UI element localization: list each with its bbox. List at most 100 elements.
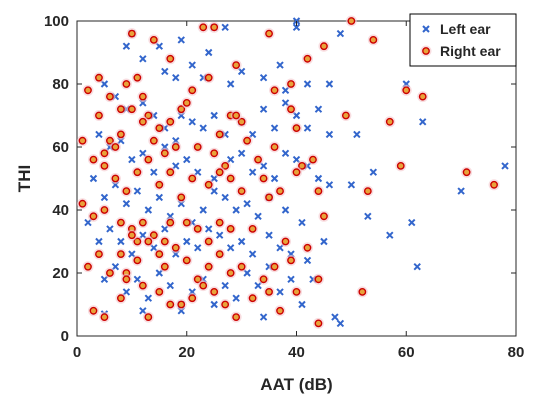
data-point-right-ear xyxy=(93,248,105,260)
x-tick-label: 60 xyxy=(398,344,415,361)
data-point-right-ear xyxy=(214,248,226,260)
data-point-left-ear xyxy=(336,29,345,38)
data-point-right-ear xyxy=(312,273,324,285)
data-point-left-ear xyxy=(139,307,147,315)
data-point-right-ear xyxy=(104,91,116,103)
data-point-right-ear xyxy=(131,254,143,266)
data-point-left-ear xyxy=(276,244,284,252)
data-point-left-ear xyxy=(139,149,147,158)
data-point-left-ear xyxy=(150,168,158,176)
data-point-right-ear xyxy=(93,110,105,121)
data-point-right-ear xyxy=(312,185,324,197)
data-point-right-ear xyxy=(120,185,132,197)
data-point-left-ear xyxy=(419,118,427,126)
legend-label-right-ear: Right ear xyxy=(440,43,501,59)
data-point-right-ear xyxy=(203,236,215,247)
data-point-right-ear xyxy=(164,116,176,128)
data-point-right-ear xyxy=(258,173,270,184)
data-point-right-ear xyxy=(115,128,127,140)
data-point-left-ear xyxy=(199,206,207,214)
data-point-right-ear xyxy=(291,286,302,298)
data-point-left-ear xyxy=(276,288,284,296)
data-point-left-ear xyxy=(117,237,125,246)
data-point-right-ear xyxy=(384,116,396,128)
data-point-left-ear xyxy=(161,225,169,233)
data-point-left-ear xyxy=(89,174,98,183)
data-point-right-ear xyxy=(170,141,182,153)
data-point-right-ear xyxy=(269,141,281,153)
data-point-left-ear xyxy=(325,181,334,189)
data-point-right-ear xyxy=(225,267,237,279)
data-point-right-ear xyxy=(291,166,302,178)
data-point-left-ear xyxy=(210,300,218,309)
data-point-right-ear xyxy=(461,166,473,178)
data-point-right-ear xyxy=(236,261,248,273)
data-point-right-ear xyxy=(362,185,374,197)
data-point-right-ear xyxy=(115,217,127,229)
data-point-left-ear xyxy=(221,193,229,202)
data-point-left-ear xyxy=(276,61,284,69)
data-point-right-ear xyxy=(82,261,94,273)
data-point-right-ear xyxy=(142,236,154,247)
data-point-left-ear xyxy=(100,80,109,88)
legend-circle-marker xyxy=(420,45,432,57)
data-point-left-ear xyxy=(457,187,465,195)
data-point-left-ear xyxy=(226,155,235,164)
data-point-right-ear xyxy=(263,191,275,203)
data-point-right-ear xyxy=(115,103,127,115)
data-point-right-ear xyxy=(153,179,165,191)
data-point-left-ear xyxy=(210,187,218,195)
data-point-right-ear xyxy=(153,122,165,134)
data-point-left-ear xyxy=(111,262,120,271)
data-point-right-ear xyxy=(488,179,500,191)
data-point-right-ear xyxy=(175,299,187,310)
data-point-right-ear xyxy=(98,204,110,216)
data-point-left-ear xyxy=(303,80,312,88)
data-point-left-ear xyxy=(292,155,301,164)
data-point-left-ear xyxy=(331,313,339,321)
data-point-right-ear xyxy=(247,223,259,235)
data-point-right-ear xyxy=(208,21,220,33)
data-point-left-ear xyxy=(155,42,164,50)
data-point-right-ear xyxy=(148,34,160,46)
y-tick-label: 60 xyxy=(52,139,69,156)
data-point-right-ear xyxy=(208,147,220,159)
data-point-right-ear xyxy=(109,141,121,153)
data-point-left-ear xyxy=(100,275,109,284)
data-point-right-ear xyxy=(236,185,248,197)
data-point-right-ear xyxy=(318,40,330,52)
y-tick-label: 40 xyxy=(52,202,69,219)
data-point-right-ear xyxy=(181,217,193,229)
data-point-right-ear xyxy=(417,91,429,103)
data-point-right-ear xyxy=(159,261,171,273)
data-point-left-ear xyxy=(303,124,312,132)
data-point-right-ear xyxy=(181,97,193,109)
data-point-left-ear xyxy=(270,174,279,183)
data-point-left-ear xyxy=(336,319,345,328)
data-point-left-ear xyxy=(298,218,306,227)
legend-marker-left-ear xyxy=(422,25,430,33)
data-point-right-ear xyxy=(137,217,149,229)
data-point-right-ear xyxy=(367,34,379,46)
data-point-left-ear xyxy=(215,231,224,239)
data-point-right-ear xyxy=(203,261,215,273)
x-tick-label: 20 xyxy=(178,344,195,361)
data-point-left-ear xyxy=(199,124,207,132)
data-point-right-ear xyxy=(98,311,110,323)
data-point-right-ear xyxy=(318,210,330,222)
data-point-right-ear xyxy=(203,72,215,84)
data-point-left-ear xyxy=(270,124,279,132)
data-point-left-ear xyxy=(226,244,235,252)
data-point-right-ear xyxy=(109,173,121,184)
data-point-left-ear xyxy=(298,300,306,309)
data-point-left-ear xyxy=(501,162,509,170)
data-point-left-ear xyxy=(95,237,103,246)
data-point-left-ear xyxy=(166,281,174,290)
data-point-left-ear xyxy=(161,67,169,76)
data-point-right-ear xyxy=(219,299,231,310)
data-point-right-ear xyxy=(148,135,160,147)
data-point-left-ear xyxy=(183,237,191,246)
data-point-right-ear xyxy=(225,173,237,184)
data-point-left-ear xyxy=(325,130,334,139)
